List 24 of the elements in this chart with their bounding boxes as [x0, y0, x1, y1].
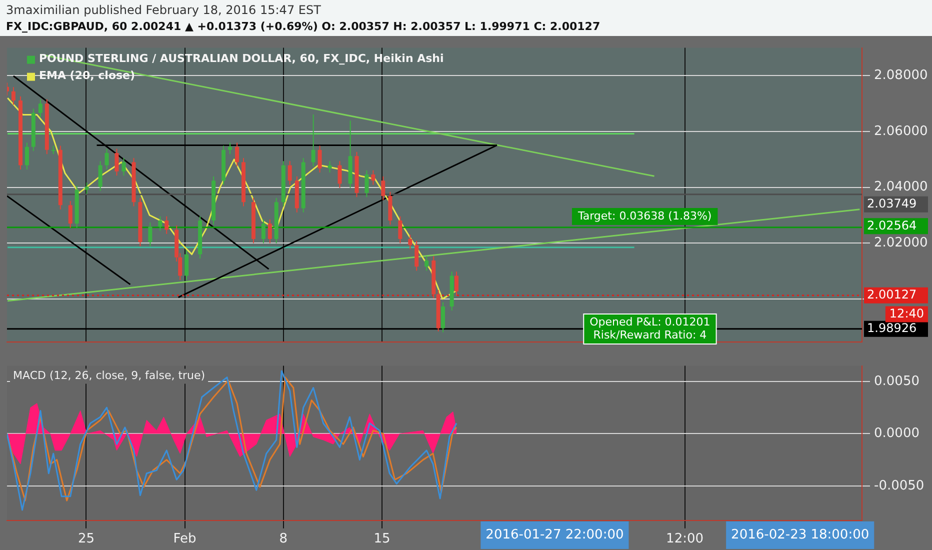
- ref-line-label: 2.03749: [867, 196, 917, 210]
- y-tick-label: 2.06000: [874, 124, 928, 139]
- text: 12:40: [889, 306, 924, 320]
- y-tick-label: 0.0000: [874, 426, 920, 442]
- chart-subtitle: FX_IDC:GBPAUD, 60 2.00241 ▲ +0.01373 (+0.69%) O: 2.00357 H: 2.00357 L: 1.99971 C: 2.00127: [6, 19, 602, 35]
- y-tick-label: -0.0050: [874, 478, 924, 494]
- annotation: Opened P&L: 0.01201 Risk/Reward Ratio: 4: [590, 315, 710, 342]
- text: 2016-02-23 18:00:00: [731, 528, 870, 543]
- x-tick-label: 8: [279, 532, 288, 547]
- y-tick-label: 2.02000: [874, 236, 928, 251]
- x-tick-label: 12:00: [666, 532, 704, 547]
- ref-line-label: 2.00127: [867, 288, 917, 302]
- chart-title: 3maximilian published February 18, 2016 15:47 EST: [6, 2, 322, 19]
- ref-line-label: 2.02564: [867, 218, 917, 232]
- chart-title: MACD (12, 26, close, 9, false, true): [13, 369, 206, 382]
- x-tick-label: 15: [374, 532, 390, 547]
- y-tick-label: 2.08000: [874, 68, 928, 84]
- annotation: Target: 0.03638 (1.83%): [576, 209, 712, 222]
- x-tick-label: Feb: [173, 532, 196, 547]
- x-tick-label: 25: [78, 532, 94, 547]
- y-tick-label: 0.0050: [874, 374, 920, 389]
- text: 2016-01-27 22:00:00: [486, 528, 624, 543]
- ref-line-label: 1.98926: [867, 321, 917, 336]
- y-tick-label: 2.04000: [874, 180, 928, 195]
